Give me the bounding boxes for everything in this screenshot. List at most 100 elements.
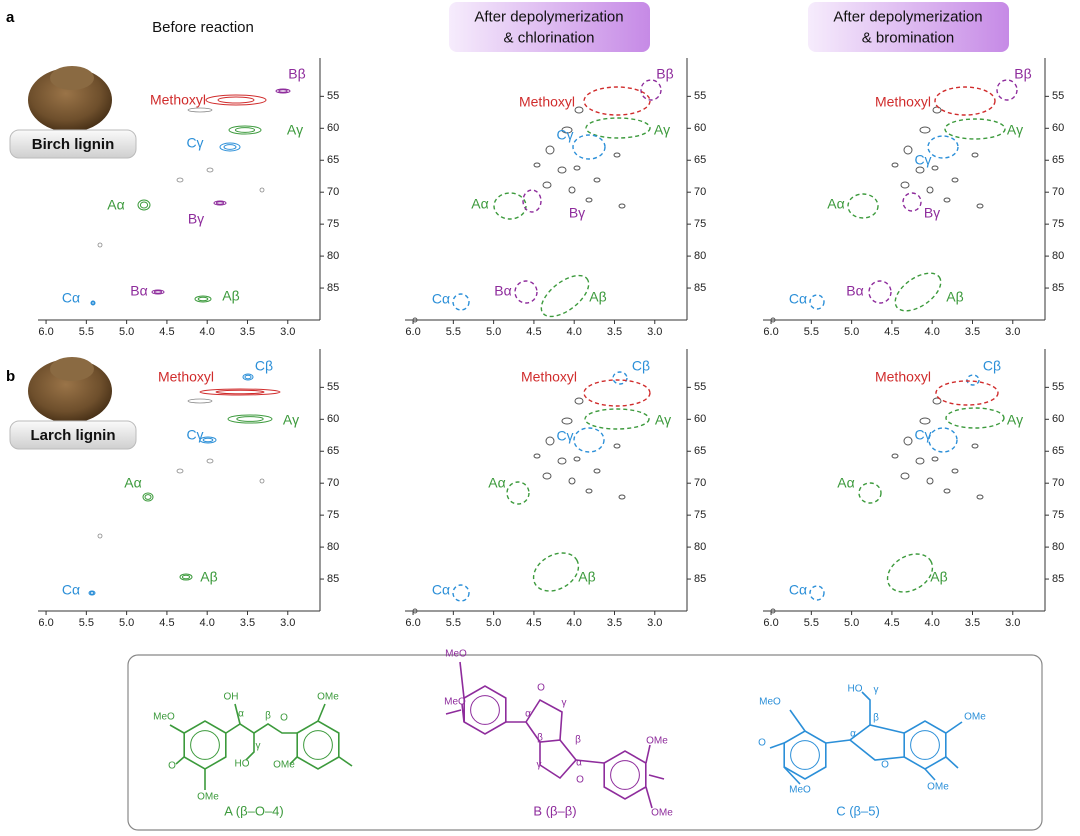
peak-label: Methoxyl [158,369,214,385]
y-tick-label: 60 [694,413,706,425]
atom-label: OMe [317,692,339,703]
peak-label: Aα [827,196,844,212]
peak-label: Aβ [578,569,595,585]
bond [338,756,353,767]
bond [506,698,563,743]
contour [236,416,264,422]
bond [769,742,785,749]
x-tick-label: 3.5 [607,617,622,629]
y-tick-label: 75 [694,218,706,230]
column-title: & chlorination [504,29,595,46]
structure-label: A (β–O–4) [224,803,284,818]
contour [97,242,103,248]
contour [573,456,581,462]
contour [215,389,265,395]
contour [951,177,959,183]
atom-label: O [280,713,288,724]
bond [234,703,241,725]
y-tick-label: 55 [327,90,339,102]
structure-label: C (β–5) [836,803,880,818]
contour [951,468,959,474]
y-tick-label: 80 [694,541,706,553]
contour [278,89,288,93]
x-tick-label: 3.0 [1005,326,1020,338]
contour [205,94,267,106]
contour [181,574,191,580]
y-tick-label: 60 [694,122,706,134]
contour [259,478,265,484]
contour [568,477,576,485]
bond [789,709,806,732]
contour [593,177,601,183]
contour [412,608,418,614]
bond [924,768,936,781]
atom-label: β [537,733,543,744]
atom-label: β [265,711,271,722]
x-tick-label: 5.5 [446,617,461,629]
powder-top [50,357,94,381]
y-tick-label: 70 [694,477,706,489]
contour [568,186,576,194]
contour [618,203,626,209]
contour [176,468,184,474]
contour [153,290,163,294]
x-tick-label: 5.5 [446,326,461,338]
y-tick-label: 60 [1052,122,1064,134]
y-tick-label: 70 [327,186,339,198]
bond [225,723,297,734]
bond [648,774,665,780]
contour [259,187,265,193]
peak-label: Aγ [287,122,303,138]
x-tick-label: 5.0 [844,326,859,338]
contour [194,295,212,303]
y-tick-label: 70 [1052,477,1064,489]
y-tick-label: 80 [327,541,339,553]
region [583,379,651,407]
contour [223,144,237,150]
contour [561,126,573,134]
peak-label: Cα [432,582,450,598]
bond [445,709,462,715]
atom-label: OMe [646,736,668,747]
peak-label: Cγ [914,427,931,443]
contour [144,494,152,500]
region [583,86,651,116]
peak-label: Aβ [200,569,217,585]
y-tick-label: 55 [694,90,706,102]
contour [542,472,552,480]
y-tick-label: 55 [327,381,339,393]
sample: Birch lignin [9,66,137,159]
contour [919,417,931,425]
contour [971,152,979,158]
region [612,371,628,385]
x-tick-label: 5.5 [804,617,819,629]
x-tick-label: 4.0 [925,617,940,629]
sample: Larch lignin [9,357,137,450]
x-tick-label: 3.5 [240,326,255,338]
peak-label: Aα [488,475,505,491]
sample-label-box [9,420,137,450]
x-tick-label: 5.5 [804,326,819,338]
peak-label: Aβ [222,288,239,304]
x-tick-label: 3.0 [647,326,662,338]
contour [915,457,925,465]
contour [215,201,225,205]
contour [151,289,165,295]
y-tick-label: 65 [327,445,339,457]
x-tick-label: 5.0 [486,326,501,338]
spectrum: 6.0 5.5 5.0 4.5 4.0 3.5 3.0 55 60 65 70 75 80 85 Bβ Met… [38,58,339,338]
contour [542,181,552,189]
atom-label: γ [256,741,261,752]
x-tick-label: 5.0 [119,617,134,629]
contour [244,374,252,380]
bond [539,739,578,780]
x-tick-label: 4.5 [159,617,174,629]
contour [533,162,541,168]
spectrum: 6.0 5.5 5.0 4.5 4.0 3.5 3.0 55 60 65 70 75 80 85 Bβ Met… [763,58,1064,338]
contour [242,373,254,381]
peak-label: Cγ [186,427,203,443]
atom-label: O [537,683,545,694]
peak-label: Cγ [186,135,203,151]
peak-label: Aγ [1007,122,1023,138]
